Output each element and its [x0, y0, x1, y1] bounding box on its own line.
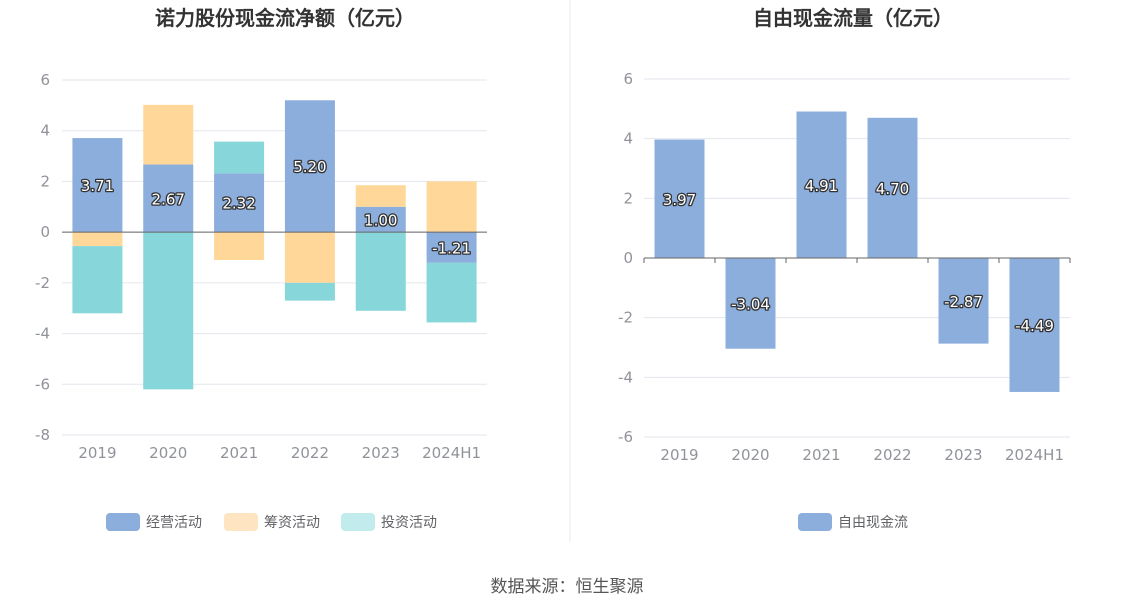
- investing-bar[interactable]: [355, 232, 406, 311]
- cash-flow-x-tick-label: 2020: [149, 444, 187, 462]
- cash-flow-legend: 经营活动 筹资活动 投资活动: [106, 513, 437, 531]
- free-cash-flow-y-tick-label: 6: [623, 70, 633, 88]
- free-cash-flow-value-label: 3.97: [663, 191, 696, 209]
- cash-flow-y-tick-label: 4: [40, 122, 50, 140]
- free-cash-flow-y-tick-label: -6: [618, 428, 633, 446]
- operating-bar[interactable]: [426, 232, 477, 263]
- financing-bar[interactable]: [355, 185, 406, 207]
- free-cash-flow-value-label: -3.04: [731, 295, 770, 313]
- investing-bar[interactable]: [72, 246, 123, 314]
- cash-flow-net-chart: 诺力股份现金流净额（亿元） 3.712.67 2.325.201.00-1.21 …: [35, 6, 487, 531]
- operating-value-label: 1.00: [364, 211, 397, 229]
- cash-flow-y-tick-label: 0: [40, 223, 50, 241]
- operating-bar[interactable]: [72, 138, 123, 233]
- operating-bar[interactable]: [214, 173, 265, 233]
- free-cash-flow-value-label: -4.49: [1015, 317, 1054, 335]
- investing-bar[interactable]: [143, 232, 194, 390]
- operating-value-label: -1.21: [432, 239, 471, 257]
- cash-flow-y-tick-label: -6: [35, 375, 50, 393]
- cash-flow-x-tick-label: 2023: [362, 444, 400, 462]
- financing-bar[interactable]: [72, 232, 123, 247]
- free-cash-flow-bar[interactable]: [654, 139, 705, 258]
- free-cash-flow-bar[interactable]: [867, 117, 918, 259]
- free-cash-flow-y-tick-label: -2: [618, 309, 633, 327]
- cash-flow-y-tick-label: -8: [35, 426, 50, 444]
- operating-value-label: 3.71: [81, 177, 114, 195]
- cash-flow-x-tick-label: 2024H1: [422, 444, 481, 462]
- cash-flow-y-tick-label: 2: [40, 172, 50, 190]
- free-cash-flow-value-label: 4.91: [805, 177, 838, 195]
- cash-flow-y-tick-label: 6: [40, 71, 50, 89]
- investing-bar[interactable]: [284, 282, 335, 301]
- cash-flow-chart-title: 诺力股份现金流净额（亿元）: [155, 6, 415, 30]
- cash-flow-x-tick-label: 2019: [78, 444, 116, 462]
- financing-bar[interactable]: [214, 232, 265, 261]
- legend-label-investing[interactable]: 投资活动: [381, 515, 437, 531]
- free-cash-flow-chart-title: 自由现金流量（亿元）: [753, 6, 953, 30]
- cash-flow-x-tick-label: 2021: [220, 444, 258, 462]
- financing-bar[interactable]: [284, 232, 335, 283]
- financing-bar[interactable]: [426, 181, 477, 233]
- operating-bar[interactable]: [143, 164, 194, 233]
- operating-value-label: 2.32: [222, 195, 255, 213]
- operating-bar[interactable]: [355, 206, 406, 233]
- data-source-footer: 数据来源：恒生聚源: [491, 577, 644, 597]
- legend-swatch-investing[interactable]: [341, 513, 375, 531]
- free-cash-flow-y-tick-label: 0: [623, 249, 633, 267]
- free-cash-flow-chart: 自由现金流量（亿元） 3.97 -3.04 4.91 4.70 -2.87 -4.49 6…: [618, 6, 1071, 531]
- free-cash-flow-y-tick-label: 4: [623, 130, 633, 148]
- free-cash-flow-value-label: 4.70: [876, 180, 909, 198]
- legend-label-free-cash-flow[interactable]: 自由现金流: [838, 515, 908, 531]
- cash-flow-x-tick-label: 2022: [291, 444, 329, 462]
- operating-value-label: 2.67: [152, 190, 185, 208]
- cash-flow-y-tick-label: -4: [35, 325, 50, 343]
- free-cash-flow-x-tick-label: 2024H1: [1005, 446, 1064, 464]
- free-cash-flow-y-tick-label: -4: [618, 368, 633, 386]
- free-cash-flow-bar[interactable]: [796, 111, 847, 258]
- free-cash-flow-x-tick-label: 2022: [873, 446, 911, 464]
- free-cash-flow-bar[interactable]: [725, 258, 776, 349]
- cash-flow-y-tick-label: -2: [35, 274, 50, 292]
- free-cash-flow-x-tick-label: 2023: [944, 446, 982, 464]
- legend-label-operating[interactable]: 经营活动: [146, 515, 202, 531]
- free-cash-flow-x-tick-label: 2021: [802, 446, 840, 464]
- legend-swatch-operating[interactable]: [106, 513, 140, 531]
- free-cash-flow-x-tick-label: 2020: [731, 446, 769, 464]
- legend-swatch-financing[interactable]: [224, 513, 258, 531]
- free-cash-flow-value-label: -2.87: [944, 293, 983, 311]
- investing-bar[interactable]: [214, 141, 265, 174]
- free-cash-flow-bar[interactable]: [938, 258, 989, 344]
- investing-bar[interactable]: [426, 262, 477, 323]
- free-cash-flow-bar[interactable]: [1009, 258, 1060, 392]
- financing-bar[interactable]: [143, 104, 194, 165]
- free-cash-flow-x-tick-label: 2019: [660, 446, 698, 464]
- free-cash-flow-legend: 自由现金流: [798, 513, 908, 531]
- operating-value-label: 5.20: [293, 158, 326, 176]
- legend-label-financing[interactable]: 筹资活动: [264, 514, 320, 531]
- operating-bar[interactable]: [284, 100, 335, 233]
- legend-swatch-free-cash-flow[interactable]: [798, 513, 832, 531]
- free-cash-flow-y-tick-label: 2: [623, 189, 633, 207]
